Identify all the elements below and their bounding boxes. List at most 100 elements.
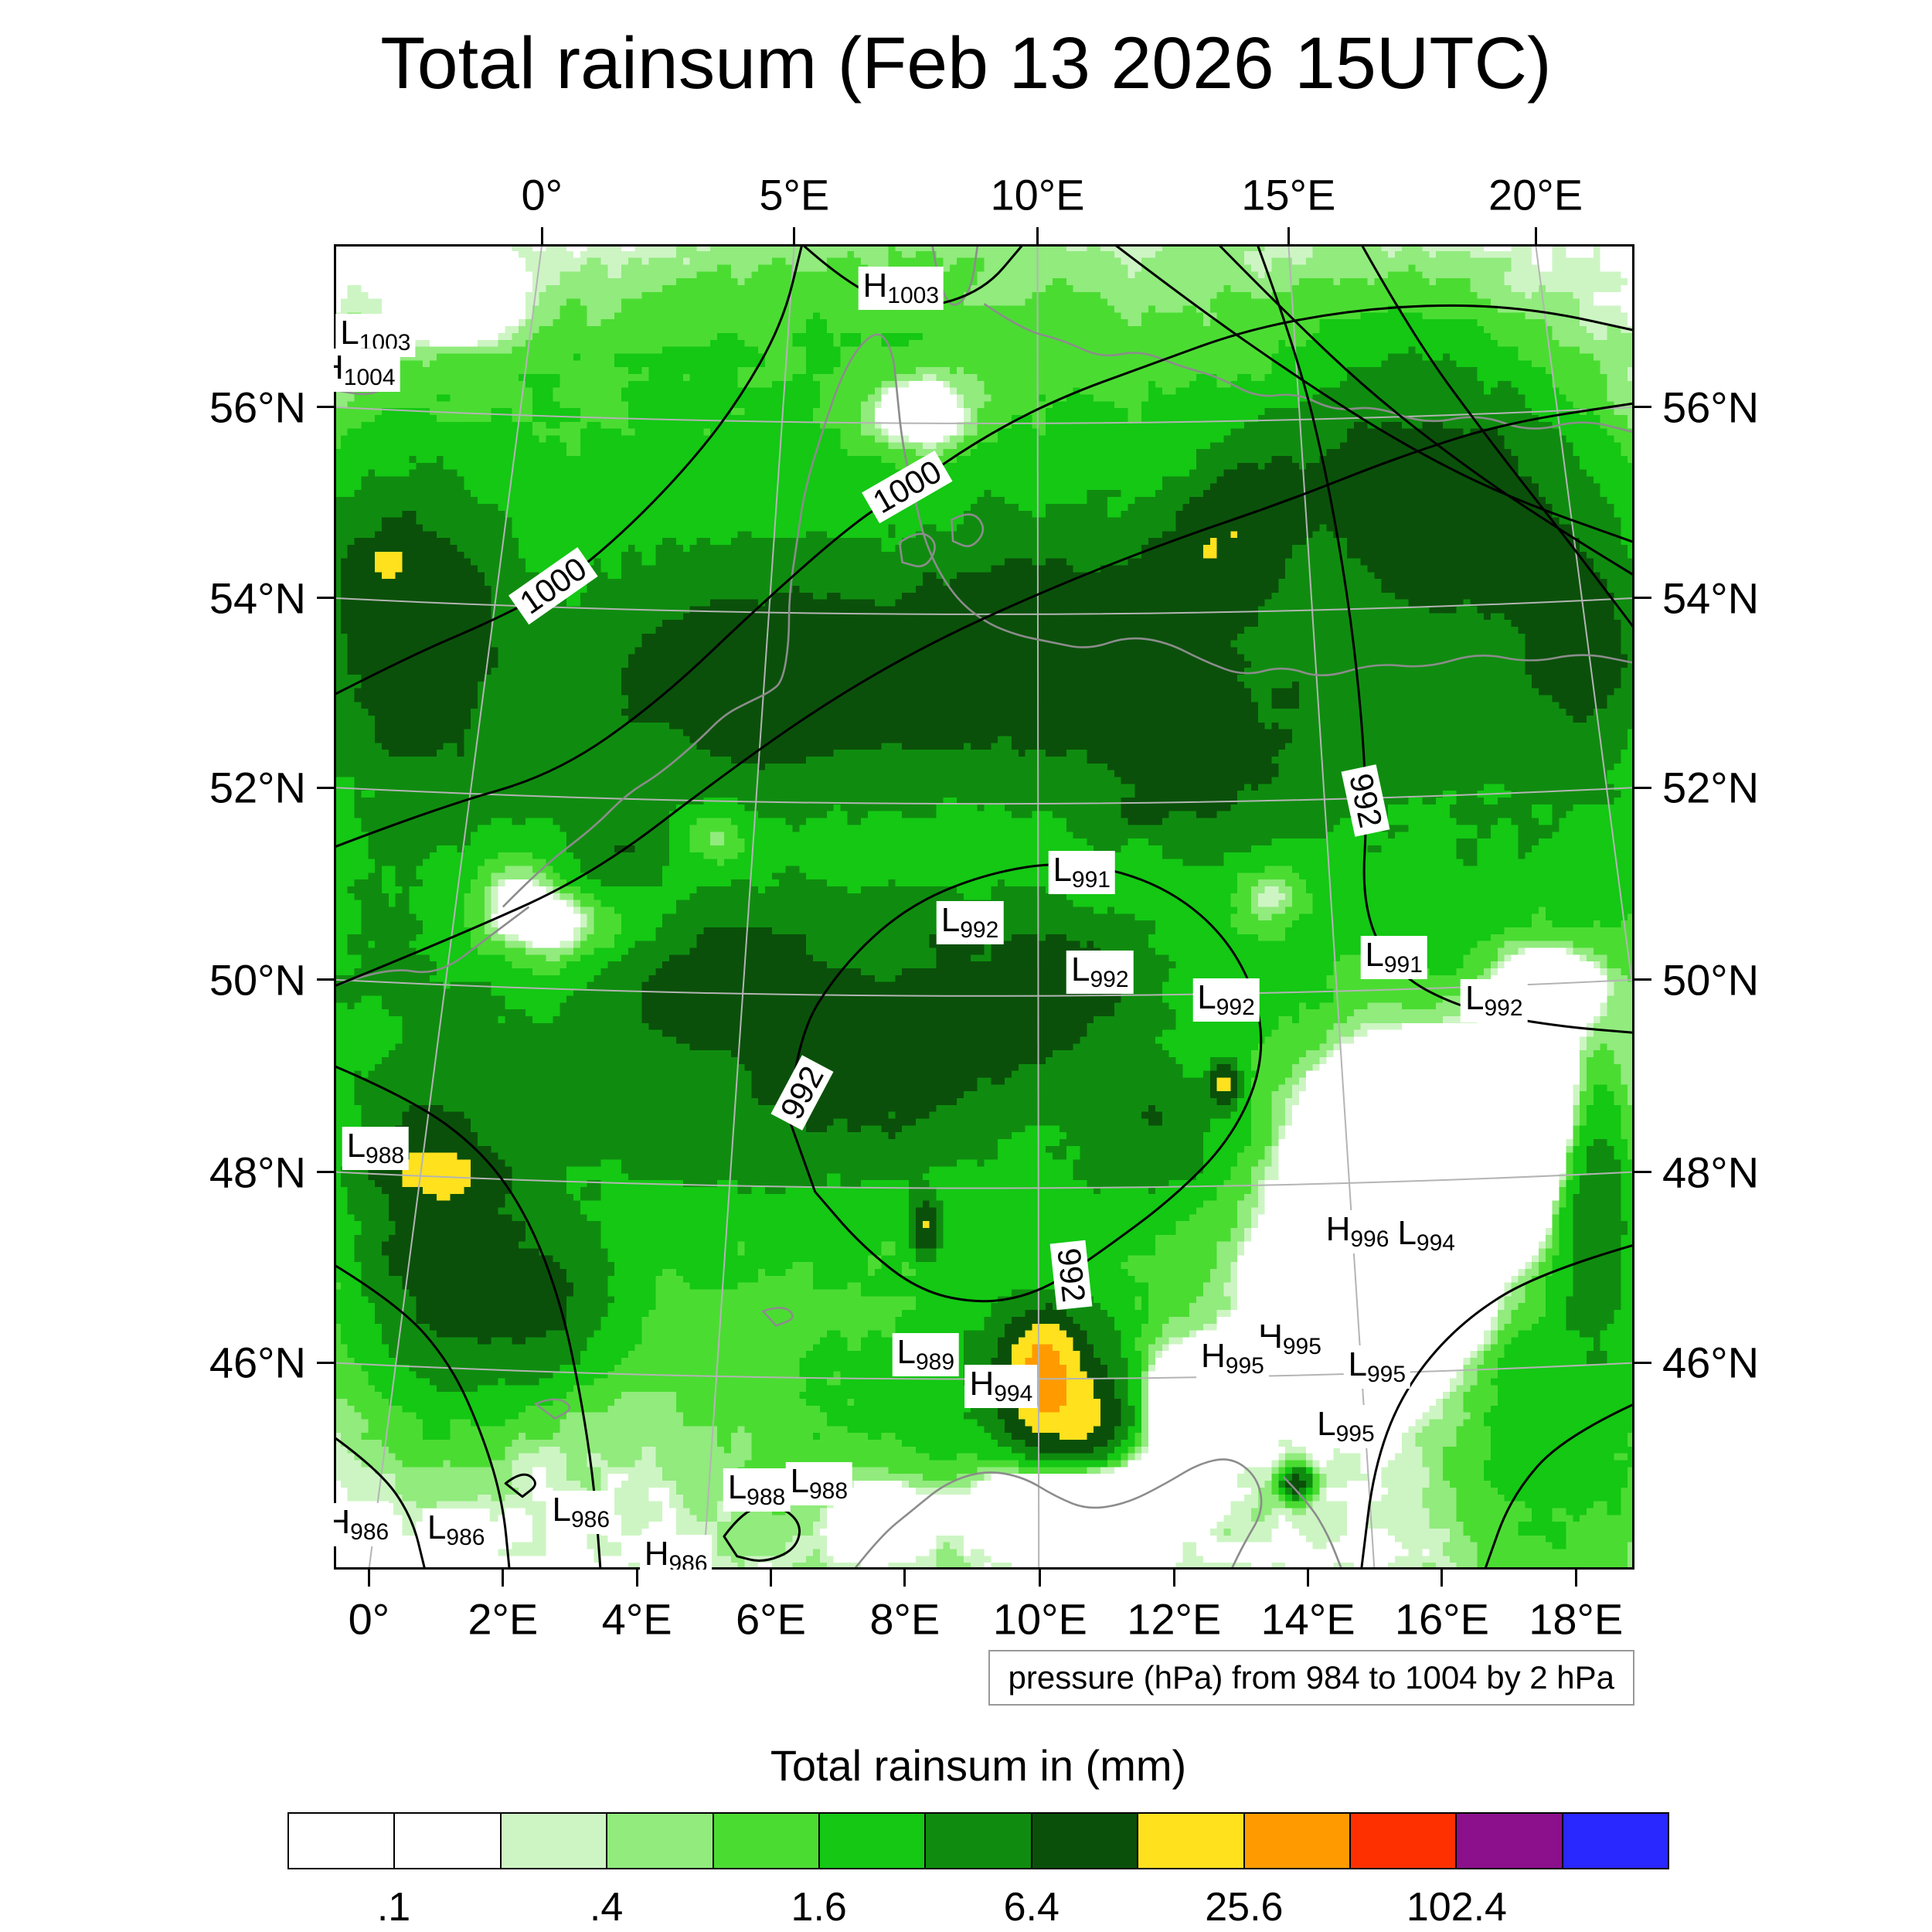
colorbar-cell-1	[393, 1812, 502, 1869]
tick-mark-left	[317, 978, 334, 981]
colorbar-cell-2	[499, 1812, 608, 1869]
coastline	[534, 1398, 571, 1420]
axis-label-left: 50°N	[209, 955, 306, 1005]
pressure-center-letter: L	[427, 1508, 447, 1546]
pressure-center-letter: L	[1071, 950, 1090, 988]
axis-label-top: 5°E	[759, 170, 830, 219]
tick-mark-bottom	[1307, 1570, 1310, 1587]
pressure-contour	[787, 863, 1263, 1303]
page-title: Total rainsum (Feb 13 2026 15UTC)	[380, 22, 1552, 104]
axis-label-top: 10°E	[990, 170, 1085, 219]
colorbar-cell-0	[287, 1812, 396, 1869]
coastline	[334, 906, 530, 988]
pressure-marker-l992: L992	[936, 901, 1004, 945]
pressure-center-value: 989	[915, 1349, 955, 1376]
pressure-center-value: 996	[1350, 1226, 1389, 1252]
axis-label-top: 20°E	[1488, 170, 1583, 219]
pressure-marker-l995: L995	[1312, 1404, 1379, 1448]
graticule-meridian	[702, 244, 795, 1570]
pressure-contour	[1360, 1243, 1634, 1570]
pressure-marker-l995: L995	[1343, 1345, 1411, 1389]
axis-label-bottom: 10°E	[992, 1594, 1087, 1644]
colorbar-cell-6	[924, 1812, 1032, 1869]
pressure-center-letter: H	[862, 266, 888, 304]
tick-mark-bottom	[903, 1570, 906, 1587]
pressure-center-value: 994	[1416, 1230, 1455, 1256]
map-plot-area: L1003H1004H1003L991L992L992L992L991L992L…	[334, 244, 1634, 1570]
graticule-parallel	[334, 787, 1634, 805]
pressure-center-letter: L	[1397, 1213, 1417, 1252]
graticule-parallel	[334, 406, 1634, 424]
colorbar-tick-label: 1.6	[791, 1885, 847, 1930]
map-frame	[334, 244, 1634, 1570]
pressure-marker-l988: L988	[785, 1461, 853, 1505]
tick-mark-bottom	[1440, 1570, 1444, 1587]
pressure-contour	[334, 402, 1634, 988]
tick-mark-top	[793, 227, 796, 244]
axis-label-bottom: 12°E	[1127, 1594, 1222, 1644]
colorbar-labels: .1 .4 1.6 6.4 25.6 102.4	[287, 1884, 1669, 1930]
colorbar-tick-label: 25.6	[1205, 1885, 1284, 1930]
pressure-contour	[334, 244, 804, 696]
pressure-center-value: 988	[366, 1142, 405, 1168]
pressure-center-letter: H	[644, 1534, 669, 1570]
pressure-center-letter: L	[727, 1468, 747, 1507]
pressure-center-value: 991	[1383, 951, 1423, 978]
pressure-center-letter: L	[552, 1491, 571, 1529]
tick-mark-bottom	[635, 1570, 638, 1587]
graticule-parallel	[334, 1171, 1634, 1189]
graticule-parallel	[334, 978, 1634, 997]
colorbar-tick-label: .4	[589, 1885, 624, 1930]
axis-label-right: 56°N	[1662, 383, 1760, 432]
axis-label-left: 56°N	[209, 383, 306, 432]
pressure-center-value: 992	[1484, 995, 1523, 1022]
pressure-marker-h1004: H1004	[334, 348, 400, 392]
pressure-contour	[334, 304, 1634, 849]
tick-mark-top	[540, 227, 543, 244]
tick-mark-top	[1036, 227, 1039, 244]
axis-label-top: 15°E	[1241, 170, 1336, 219]
graticule-meridian	[1036, 244, 1040, 1570]
pressure-marker-l991: L991	[1048, 850, 1115, 894]
pressure-center-letter: L	[1464, 979, 1485, 1018]
pressure-center-letter: L	[346, 1126, 366, 1165]
tick-mark-left	[317, 1361, 334, 1364]
pressure-center-letter: L	[1317, 1404, 1336, 1443]
pressure-marker-l992: L992	[1192, 978, 1260, 1022]
pressure-center-letter: H	[334, 349, 344, 386]
pressure-marker-l988: L988	[342, 1126, 410, 1170]
tick-mark-bottom	[769, 1570, 772, 1587]
axis-label-right: 46°N	[1662, 1338, 1760, 1387]
tick-mark-bottom	[502, 1570, 505, 1587]
graticule-meridian	[368, 244, 543, 1570]
pressure-center-value: 986	[446, 1524, 485, 1550]
tick-mark-right	[1634, 406, 1651, 409]
pressure-contour	[334, 1264, 511, 1570]
pressure-center-letter: L	[940, 901, 961, 940]
colorbar-cell-8	[1137, 1812, 1245, 1869]
pressure-marker-l992: L992	[1460, 979, 1528, 1023]
contour-label-992: 992	[1049, 1240, 1093, 1311]
pressure-contour	[504, 1473, 536, 1498]
axis-label-right: 52°N	[1662, 763, 1760, 812]
coastline	[951, 513, 985, 548]
colorbar-title: Total rainsum in (mm)	[770, 1741, 1187, 1790]
coastline	[898, 532, 936, 568]
pressure-marker-h996: H996	[1321, 1209, 1394, 1253]
axis-label-right: 48°N	[1662, 1148, 1760, 1196]
pressure-center-letter: L	[896, 1333, 916, 1372]
pressure-marker-l989: L989	[892, 1333, 960, 1377]
pressure-center-value: 1004	[343, 364, 396, 390]
coastline	[983, 303, 1634, 434]
pressure-marker-h986: H986	[334, 1502, 394, 1546]
pressure-center-value: 992	[960, 917, 999, 944]
colorbar-cell-5	[818, 1812, 927, 1869]
colorbar-cell-4	[712, 1812, 820, 1869]
pressure-marker-l986: L986	[422, 1508, 490, 1552]
coastline	[762, 1307, 794, 1327]
pressure-marker-l992: L992	[1066, 950, 1134, 994]
colorbar-tick-label: 6.4	[1003, 1885, 1060, 1930]
pressure-contour	[1360, 244, 1634, 630]
colorbar-tick-label: 102.4	[1406, 1885, 1507, 1930]
